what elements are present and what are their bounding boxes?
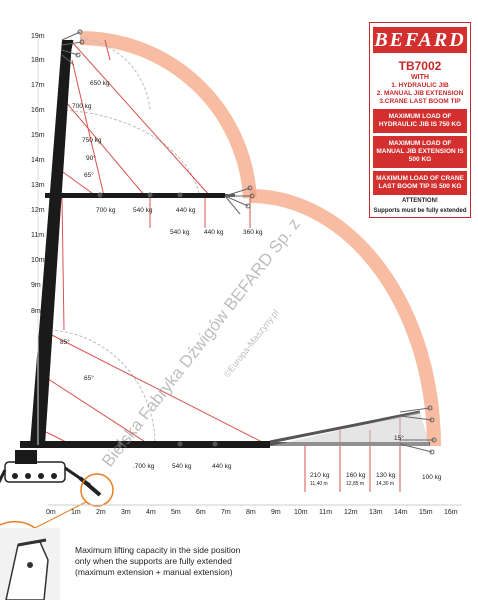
note-line: only when the supports are fully extende… (75, 556, 232, 566)
x-tick: 10m (294, 509, 308, 516)
angle-label: 65° (84, 374, 94, 382)
watermark-company: Bielska Fabryka Dźwigów BEFARD Sp. z (98, 215, 304, 471)
x-tick: 7m (221, 509, 231, 516)
note-line: Maximum lifting capacity in the side pos… (75, 545, 241, 555)
load-label: 540 kg (170, 229, 190, 236)
x-tick: 1m (71, 509, 81, 516)
inner-arc-lower (44, 329, 156, 446)
y-tick: 15m (31, 132, 45, 139)
x-tick: 9m (271, 509, 281, 516)
load-label: 700 kg (72, 103, 92, 110)
x-tick: 5m (171, 509, 181, 516)
mid-load-labels: 540 kg 440 kg 360 kg (170, 229, 263, 236)
side-position-highlight (80, 473, 114, 507)
y-tick: 16m (31, 107, 45, 114)
angle-label: 65° (84, 171, 94, 179)
x-tick: 11m (319, 509, 332, 516)
jib-tip-cluster-top (61, 29, 85, 66)
reach-label: 14,30 m (376, 481, 394, 487)
side-position-note: Maximum lifting capacity in the side pos… (75, 545, 275, 578)
load-label: 700 kg (96, 207, 116, 214)
y-tick: 14m (31, 157, 45, 164)
lower-angle-labels: 85° 65° 15° (60, 338, 404, 442)
feature-1: 1. HYDRAULIC JIB (391, 82, 449, 89)
load-label: .700 kg (133, 463, 155, 470)
x-tick: 8m (246, 509, 256, 516)
x-tick: 14m (394, 509, 408, 516)
attention-text: Supports must be fully extended (373, 208, 467, 214)
inner-arc-top (79, 37, 151, 111)
note-line: (maximum extension + manual extension) (75, 567, 233, 577)
max-load-manual: MAXIMUM LOAD OF MANUAL JIB EXTENSION IS … (373, 136, 467, 168)
max-load-tip: MAXIMUM LOAD OF CRANE LAST BOOM TIP IS 5… (373, 171, 467, 195)
vertical-boom (30, 40, 72, 445)
jib-angled (269, 410, 421, 444)
jib-tip-cluster-low (399, 405, 437, 455)
x-tick: 12m (344, 509, 358, 516)
boom-tip-arm (58, 39, 74, 96)
load-points (97, 192, 218, 447)
load-label: 440 kg (212, 463, 232, 470)
y-tick: 10m (31, 257, 45, 264)
x-tick: 3m (121, 509, 131, 516)
upper-reach-arc (79, 30, 257, 199)
y-tick: 12m (31, 207, 45, 214)
y-axis: 19m 18m 17m 16m 15m 14m 13m 12m 11m 10m … (31, 33, 45, 315)
crane-base (0, 450, 102, 497)
y-tick: 9m (31, 282, 41, 289)
jib-shade (270, 412, 430, 446)
load-label: 210 kg (310, 472, 330, 479)
mid-boom (45, 193, 225, 198)
load-label: 440 kg (204, 229, 224, 236)
inner-arc-upper (59, 109, 201, 199)
x-tick: 2m (96, 509, 106, 516)
y-tick: 18m (31, 57, 45, 64)
max-load-hydraulic: MAXIMUM LOAD OF HYDRAULIC JIB IS 750 KG (373, 109, 467, 133)
base-load-labels: .700 kg 540 kg 440 kg 210 kg 160 kg 130 … (133, 463, 442, 487)
load-label: 540 kg (172, 463, 192, 470)
x-tick: 6m (196, 509, 206, 516)
y-tick: 19m (31, 33, 45, 40)
x-tick: 0m (46, 509, 56, 516)
side-detail-illustration (0, 528, 60, 600)
model-name: TB7002 (398, 59, 442, 73)
y-tick: 8m (31, 308, 41, 315)
attention-title: ATTENTION! (402, 198, 438, 204)
load-label: 440 kg (176, 207, 196, 214)
angle-label: 85° (60, 338, 70, 346)
load-label: 540 kg (133, 207, 153, 214)
y-tick: 13m (31, 182, 45, 189)
y-tick: 11m (31, 232, 44, 239)
x-axis: 0m 1m 2m 3m 4m 5m 6m 7m 8m 9m 10m 11m 12… (46, 509, 458, 516)
load-label: 100 kg (422, 474, 442, 481)
feature-3: 3.CRANE LAST BOOM TIP (379, 98, 461, 105)
horizontal-boom (20, 441, 270, 448)
x-tick: 4m (146, 509, 156, 516)
x-tick: 16m (444, 509, 458, 516)
with-label: WITH (411, 74, 429, 81)
befard-logo: BEFARD (373, 27, 467, 53)
load-label: 750 kg (82, 137, 102, 144)
load-label: 360 kg (243, 229, 263, 236)
outer-reach-arc (249, 189, 441, 447)
x-tick: 15m (419, 509, 433, 516)
feature-2: 2. MANUAL JIB EXTENSION (376, 90, 464, 97)
reach-label: 11,40 m (310, 481, 328, 487)
reach-label: 12,85 m (346, 481, 364, 487)
load-label: 650 kg (90, 80, 110, 87)
x-tick: 13m (369, 509, 383, 516)
angle-label: 90° (86, 154, 96, 162)
upper-load-labels: 650 kg 700 kg 750 kg 540 kg 440 kg 700 k… (72, 80, 196, 214)
load-label: 160 kg (346, 472, 366, 479)
jib-tip-cluster-mid (224, 185, 255, 215)
y-tick: 17m (31, 82, 45, 89)
load-label: 130 kg (376, 472, 396, 479)
angle-label: 15° (394, 434, 404, 442)
brand-panel: BEFARD TB7002 WITH 1. HYDRAULIC JIB 2. M… (369, 22, 471, 218)
